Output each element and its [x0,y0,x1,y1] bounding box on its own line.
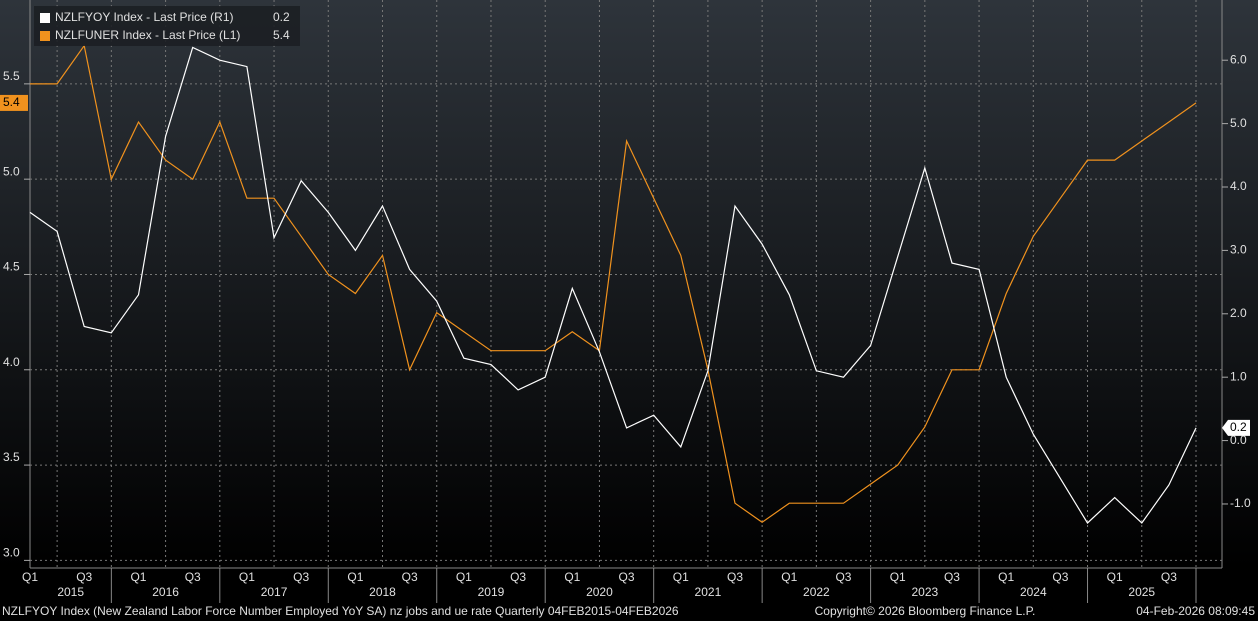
year-label: 2018 [369,585,396,599]
year-label: 2025 [1128,585,1155,599]
last-value-label: 5.4 [3,95,20,109]
x-tick-label: Q3 [510,570,526,584]
x-tick-label: Q1 [239,570,255,584]
x-tick-label: Q1 [22,570,38,584]
x-tick-label: Q1 [130,570,146,584]
legend-swatch [40,13,50,23]
x-tick-label: Q1 [456,570,472,584]
footer-right: 04-Feb-2026 08:09:45 [1136,604,1255,618]
axis-band [0,568,1258,621]
x-tick-label: Q3 [402,570,418,584]
footer-center: Copyright© 2026 Bloomberg Finance L.P. [815,604,1036,618]
x-tick-label: Q1 [347,570,363,584]
y-tick-label: 3.0 [3,546,20,560]
x-tick-label: Q3 [619,570,635,584]
footer-left: NZLFYOY Index (New Zealand Labor Force N… [2,604,679,618]
legend-box [34,6,300,46]
year-label: 2020 [586,585,613,599]
legend-label: NZLFYOY Index - Last Price (R1) [55,10,234,24]
legend-value: 5.4 [273,28,290,42]
x-tick-label: Q3 [835,570,851,584]
x-tick-label: Q3 [944,570,960,584]
x-tick-label: Q1 [998,570,1014,584]
year-label: 2017 [261,585,288,599]
x-tick-label: Q3 [76,570,92,584]
year-label: 2021 [695,585,722,599]
x-tick-label: Q1 [673,570,689,584]
x-tick-label: Q1 [781,570,797,584]
y-tick-label: 4.5 [3,260,20,274]
y-tick-label: 4.0 [3,355,20,369]
y2-tick-label: 5.0 [1230,116,1247,130]
year-label: 2023 [911,585,938,599]
last-value-label: 0.2 [1230,420,1247,434]
y-tick-label: 3.5 [3,450,20,464]
x-tick-label: Q1 [890,570,906,584]
y2-tick-label: 0.0 [1230,433,1247,447]
y2-tick-label: 3.0 [1230,243,1247,257]
x-tick-label: Q3 [727,570,743,584]
x-tick-label: Q3 [293,570,309,584]
y2-tick-label: 6.0 [1230,52,1247,66]
y2-tick-label: -1.0 [1230,496,1251,510]
last-value-tag [0,94,28,111]
x-tick-label: Q3 [1161,570,1177,584]
y2-tick-label: 4.0 [1230,179,1247,193]
background [0,0,1258,568]
year-label: 2022 [803,585,830,599]
year-label: 2016 [152,585,179,599]
series-line [29,46,1197,524]
x-tick-label: Q3 [1052,570,1068,584]
last-value-tag [1222,419,1250,436]
legend-swatch [40,31,50,41]
y2-tick-label: 2.0 [1230,306,1247,320]
y2-tick-label: 1.0 [1230,369,1247,383]
series-line [30,44,1197,524]
legend-value: 0.2 [273,10,290,24]
x-tick-label: Q1 [564,570,580,584]
year-label: 2024 [1020,585,1047,599]
x-tick-label: Q1 [1107,570,1123,584]
year-label: 2019 [478,585,505,599]
legend-label: NZLFUNER Index - Last Price (L1) [55,28,240,42]
y-tick-label: 5.0 [3,164,20,178]
year-label: 2015 [57,585,84,599]
y-tick-label: 5.5 [3,69,20,83]
legend: NZLFYOY Index - Last Price (R1) 0.2 NZLFUN… [34,6,300,46]
x-tick-label: Q3 [185,570,201,584]
